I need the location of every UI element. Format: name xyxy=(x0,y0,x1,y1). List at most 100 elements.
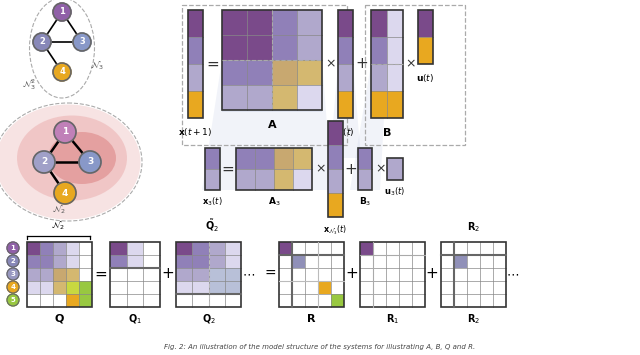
Bar xyxy=(338,10,353,118)
Bar xyxy=(441,242,506,307)
Bar xyxy=(399,268,412,281)
Bar xyxy=(387,37,403,64)
Text: $\mathbf{R}$: $\mathbf{R}$ xyxy=(307,312,317,324)
Bar xyxy=(328,121,343,145)
Text: =: = xyxy=(264,267,276,281)
Bar xyxy=(110,242,160,307)
Bar xyxy=(27,294,40,307)
Bar xyxy=(305,255,318,268)
Bar xyxy=(373,294,386,307)
Bar xyxy=(143,281,160,294)
Text: 2: 2 xyxy=(41,158,47,166)
Bar xyxy=(386,294,399,307)
Bar xyxy=(318,242,331,255)
Bar xyxy=(225,255,241,268)
Text: 3: 3 xyxy=(87,158,93,166)
Bar xyxy=(331,268,344,281)
Text: $\mathbf{x}(t+1)$: $\mathbf{x}(t+1)$ xyxy=(179,126,212,138)
Bar xyxy=(338,10,353,37)
Bar xyxy=(236,148,312,190)
Bar xyxy=(110,242,127,255)
Bar xyxy=(305,268,318,281)
Bar xyxy=(222,60,247,85)
Bar xyxy=(331,281,344,294)
Text: 1: 1 xyxy=(62,127,68,137)
Bar xyxy=(236,169,255,190)
Text: =: = xyxy=(95,267,108,282)
Bar xyxy=(79,294,92,307)
Bar xyxy=(328,169,343,193)
Bar xyxy=(143,268,160,281)
Bar xyxy=(467,281,480,294)
Bar xyxy=(412,294,425,307)
Bar xyxy=(412,255,425,268)
Bar xyxy=(454,242,467,255)
Bar xyxy=(373,268,386,281)
Text: $\mathbf{B}_3$: $\mathbf{B}_3$ xyxy=(359,196,371,208)
Bar xyxy=(371,64,387,91)
Bar xyxy=(40,268,53,281)
Bar xyxy=(297,60,322,85)
Bar xyxy=(386,255,399,268)
Bar xyxy=(418,37,433,64)
Bar xyxy=(387,64,403,91)
Bar xyxy=(358,148,372,190)
Ellipse shape xyxy=(48,132,116,184)
Bar xyxy=(209,268,225,281)
Bar xyxy=(318,294,331,307)
Text: 4: 4 xyxy=(59,67,65,76)
Text: $\times$: $\times$ xyxy=(324,58,335,71)
Bar xyxy=(399,281,412,294)
Circle shape xyxy=(7,242,19,254)
Bar xyxy=(480,281,493,294)
Bar xyxy=(297,35,322,60)
Bar xyxy=(399,255,412,268)
Bar xyxy=(272,35,297,60)
Bar xyxy=(373,255,386,268)
Ellipse shape xyxy=(0,104,141,219)
Text: $\mathbf{Q}_1$: $\mathbf{Q}_1$ xyxy=(128,312,142,326)
Bar xyxy=(418,10,433,64)
Bar xyxy=(331,242,344,255)
Bar xyxy=(292,268,305,281)
Bar xyxy=(27,255,40,268)
Text: 4: 4 xyxy=(10,284,15,290)
Bar xyxy=(467,268,480,281)
Bar xyxy=(127,242,143,255)
Bar xyxy=(127,294,143,307)
Bar xyxy=(127,281,143,294)
Bar xyxy=(297,85,322,110)
Bar xyxy=(222,10,247,35)
Text: $\mathbf{Q}_2$: $\mathbf{Q}_2$ xyxy=(202,312,216,326)
Bar xyxy=(40,255,53,268)
Bar xyxy=(338,37,353,64)
Bar xyxy=(79,268,92,281)
Circle shape xyxy=(79,151,101,173)
Bar xyxy=(279,294,292,307)
Bar xyxy=(441,268,454,281)
Text: +: + xyxy=(346,267,358,282)
Text: $\mathcal{N}_3$: $\mathcal{N}_3$ xyxy=(90,59,104,71)
Bar xyxy=(387,158,403,180)
Bar xyxy=(293,148,312,169)
Text: =: = xyxy=(221,162,234,176)
Bar xyxy=(272,10,297,35)
Text: Fig. 2: An illustration of the model structure of the systems for illustrating A: Fig. 2: An illustration of the model str… xyxy=(164,344,476,350)
Bar xyxy=(192,268,209,281)
Text: $\mathbf{Q}$: $\mathbf{Q}$ xyxy=(54,312,65,325)
Circle shape xyxy=(7,255,19,267)
Bar xyxy=(176,281,192,294)
Bar xyxy=(467,294,480,307)
Bar xyxy=(143,255,160,268)
Text: 3: 3 xyxy=(79,38,85,47)
Bar xyxy=(274,169,293,190)
Text: +: + xyxy=(356,56,369,71)
Bar xyxy=(331,294,344,307)
Bar xyxy=(279,268,292,281)
Text: $\tilde{\mathbf{Q}}_2$: $\tilde{\mathbf{Q}}_2$ xyxy=(205,218,219,234)
Bar xyxy=(318,281,331,294)
Bar xyxy=(255,169,274,190)
Bar xyxy=(127,255,143,268)
Ellipse shape xyxy=(17,115,127,201)
Bar xyxy=(247,10,272,35)
